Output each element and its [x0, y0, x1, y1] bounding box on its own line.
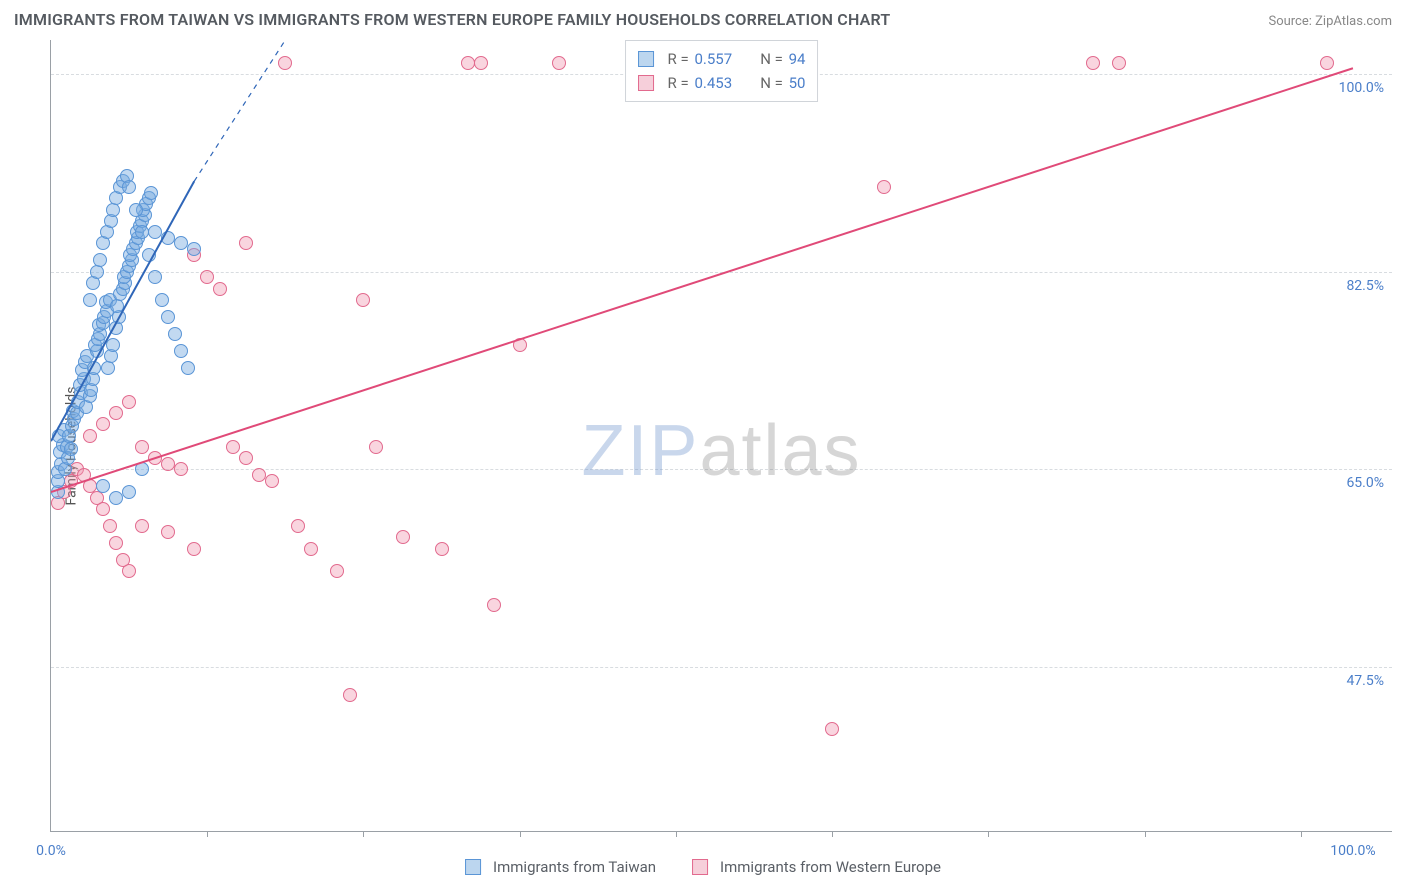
data-point — [1112, 56, 1126, 70]
data-point — [825, 722, 839, 736]
data-point — [161, 457, 175, 471]
data-point — [135, 440, 149, 454]
data-point — [226, 440, 240, 454]
x-tick — [988, 831, 989, 837]
chart-title: IMMIGRANTS FROM TAIWAN VS IMMIGRANTS FRO… — [14, 10, 890, 29]
data-point — [1320, 56, 1334, 70]
data-point — [200, 270, 214, 284]
series-label-taiwan: Immigrants from Taiwan — [493, 858, 656, 876]
data-point — [877, 180, 891, 194]
data-point — [87, 361, 101, 375]
data-point — [96, 502, 110, 516]
data-point — [122, 485, 136, 499]
data-point — [435, 542, 449, 556]
x-tick-label: 0.0% — [36, 843, 66, 859]
x-tick — [1145, 831, 1146, 837]
data-point — [148, 451, 162, 465]
data-point — [161, 310, 175, 324]
data-point — [343, 688, 357, 702]
plot-area: ZIPatlas R = 0.557 N = 94 R = 0.453 N = … — [50, 40, 1392, 832]
data-point — [96, 417, 110, 431]
gridline — [51, 667, 1392, 668]
watermark: ZIPatlas — [581, 410, 861, 492]
swatch-westeur-icon — [638, 75, 654, 91]
data-point — [83, 429, 97, 443]
series-legend: Immigrants from Taiwan Immigrants from W… — [465, 858, 941, 876]
data-point — [278, 56, 292, 70]
data-point — [155, 293, 169, 307]
correlation-legend: R = 0.557 N = 94 R = 0.453 N = 50 — [625, 40, 819, 102]
data-point — [144, 186, 158, 200]
data-point — [174, 236, 188, 250]
data-point — [122, 564, 136, 578]
data-point — [96, 479, 110, 493]
data-point — [552, 56, 566, 70]
data-point — [122, 395, 136, 409]
x-tick — [363, 831, 364, 837]
data-point — [135, 462, 149, 476]
data-point — [252, 468, 266, 482]
data-point — [148, 225, 162, 239]
x-tick-label: 100.0% — [1330, 843, 1375, 859]
y-tick-label: 82.5% — [1346, 278, 1384, 294]
trend-lines — [51, 40, 1392, 831]
data-point — [474, 56, 488, 70]
x-tick — [832, 831, 833, 837]
x-tick — [1301, 831, 1302, 837]
data-point — [1086, 56, 1100, 70]
data-point — [122, 180, 136, 194]
data-point — [369, 440, 383, 454]
x-tick — [520, 831, 521, 837]
data-point — [187, 242, 201, 256]
data-point — [64, 442, 78, 456]
data-point — [330, 564, 344, 578]
data-point — [513, 338, 527, 352]
swatch-taiwan-icon — [638, 51, 654, 67]
swatch-taiwan-icon — [465, 859, 481, 875]
gridline — [51, 272, 1392, 273]
data-point — [396, 530, 410, 544]
data-point — [161, 231, 175, 245]
data-point — [106, 338, 120, 352]
data-point — [83, 293, 97, 307]
series-label-westeur: Immigrants from Western Europe — [720, 858, 941, 876]
y-tick-label: 65.0% — [1346, 475, 1384, 491]
y-tick-label: 47.5% — [1346, 673, 1384, 689]
data-point — [181, 361, 195, 375]
data-point — [213, 282, 227, 296]
x-tick — [207, 831, 208, 837]
data-point — [291, 519, 305, 533]
data-point — [168, 327, 182, 341]
data-point — [461, 56, 475, 70]
data-point — [148, 270, 162, 284]
data-point — [135, 225, 149, 239]
source-label: Source: ZipAtlas.com — [1268, 14, 1392, 29]
data-point — [129, 203, 143, 217]
data-point — [109, 406, 123, 420]
data-point — [174, 462, 188, 476]
data-point — [142, 248, 156, 262]
x-tick — [676, 831, 677, 837]
data-point — [109, 536, 123, 550]
data-point — [103, 519, 117, 533]
data-point — [187, 542, 201, 556]
data-point — [356, 293, 370, 307]
data-point — [93, 253, 107, 267]
data-point — [487, 598, 501, 612]
data-point — [161, 525, 175, 539]
y-tick-label: 100.0% — [1339, 80, 1384, 96]
data-point — [239, 236, 253, 250]
data-point — [174, 344, 188, 358]
swatch-westeur-icon — [692, 859, 708, 875]
gridline — [51, 469, 1392, 470]
data-point — [304, 542, 318, 556]
data-point — [239, 451, 253, 465]
data-point — [109, 491, 123, 505]
data-point — [135, 519, 149, 533]
data-point — [265, 474, 279, 488]
